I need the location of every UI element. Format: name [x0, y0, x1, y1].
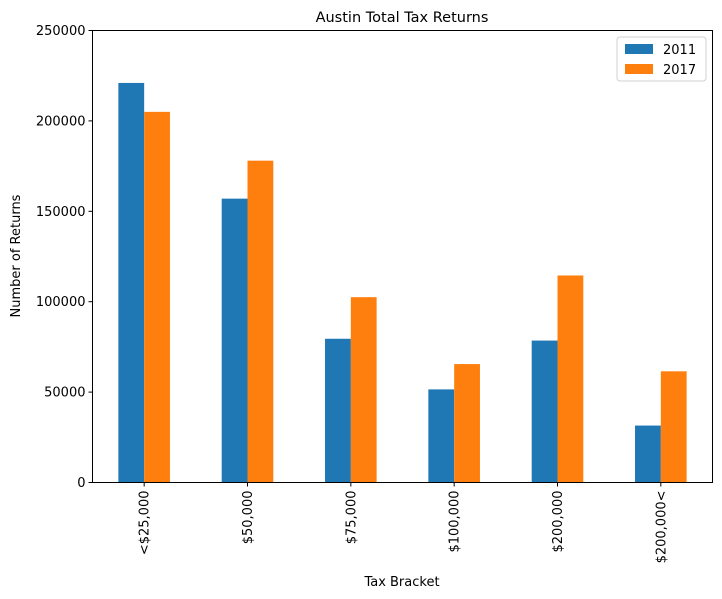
- x-tick-label: $75,000: [344, 491, 359, 545]
- x-tick-label: <$25,000: [138, 491, 153, 556]
- x-axis: <$25,000 $50,000 $75,000 $100,000 $200,000 $2…: [138, 482, 669, 564]
- y-tick-label: 100000: [36, 295, 86, 310]
- y-axis-label: Number of Returns: [9, 194, 24, 317]
- x-axis-label: Tax Bracket: [363, 575, 439, 590]
- legend-swatch-2017: [625, 64, 653, 74]
- bar-2011-2: [325, 338, 351, 483]
- legend-label-2017: 2017: [663, 63, 696, 78]
- x-tick-label: $50,000: [241, 491, 256, 545]
- legend-label-2011: 2011: [663, 43, 696, 58]
- bar-2011-3: [428, 389, 455, 483]
- y-tick-label: 150000: [36, 205, 86, 220]
- y-tick-label: 0: [77, 476, 85, 491]
- y-tick-label: 250000: [36, 24, 86, 39]
- y-tick-label: 200000: [36, 114, 86, 129]
- bar-2011-1: [221, 198, 248, 483]
- bars-group: [118, 82, 687, 483]
- legend-swatch-2011: [625, 44, 653, 54]
- bar-2017-3: [454, 364, 480, 483]
- bar-2011-5: [635, 425, 661, 483]
- x-tick-label: $200,000: [551, 491, 566, 553]
- bar-2011-4: [531, 340, 558, 483]
- bar-2017-4: [557, 275, 584, 483]
- bar-2011-0: [118, 82, 145, 483]
- plot-frame: [92, 30, 713, 483]
- bar-2017-2: [350, 297, 377, 483]
- y-tick-label: 50000: [44, 386, 85, 401]
- x-tick-label: $200,000<: [654, 491, 669, 564]
- bar-2017-0: [144, 111, 170, 483]
- bar-2017-5: [660, 371, 687, 483]
- chart-title: Austin Total Tax Returns: [316, 10, 489, 26]
- y-axis: 0 50000 100000 150000 200000 250000: [36, 24, 93, 491]
- bar-2017-1: [247, 160, 274, 483]
- x-tick-label: $100,000: [448, 491, 463, 553]
- legend: 2011 2017: [616, 36, 707, 82]
